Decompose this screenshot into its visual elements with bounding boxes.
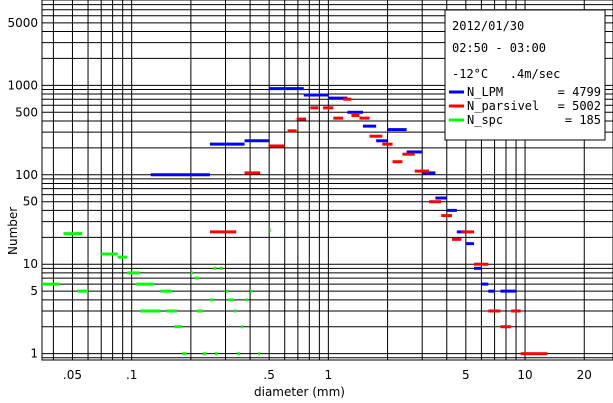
- y-tick-label: 10: [23, 257, 38, 271]
- x-tick-label: .5: [263, 368, 274, 382]
- y-tick-label: 1000: [7, 78, 38, 92]
- legend-series-count: = 4799: [558, 85, 601, 99]
- legend-series-count: = 185: [565, 113, 601, 127]
- x-tick-label: 5: [462, 368, 470, 382]
- x-tick-label: 10: [517, 368, 532, 382]
- legend-series-count: = 5002: [558, 99, 601, 113]
- y-tick-label: 50: [23, 195, 38, 209]
- data-series: [42, 87, 548, 356]
- series-n-spc: [42, 228, 271, 356]
- x-tick-label: .05: [63, 368, 82, 382]
- legend-series-name: N_LPM: [467, 85, 503, 99]
- series-n-parsivel: [209, 97, 548, 356]
- y-tick-label: 100: [15, 168, 38, 182]
- legend: 2012/01/30 02:50 - 03:00 -12°C .4m/sec N…: [444, 9, 606, 141]
- legend-entries: N_LPM = 4799 N_parsivel = 5002 N_spc = 185: [449, 85, 601, 127]
- x-tick-labels: .05 .1 .5 1 5 10 20: [63, 368, 592, 382]
- legend-series-name: N_parsivel: [467, 99, 539, 113]
- series-n-lpm: [150, 87, 517, 293]
- y-tick-labels: 1 5 10 50 100 500 1000 5000: [7, 16, 38, 361]
- x-tick-label: 20: [577, 368, 592, 382]
- legend-time-range: 02:50 - 03:00: [452, 41, 546, 55]
- y-tick-label: 5: [30, 284, 38, 298]
- legend-conditions: -12°C .4m/sec: [452, 67, 560, 81]
- y-tick-label: 1: [30, 347, 38, 361]
- legend-date: 2012/01/30: [452, 19, 524, 33]
- grid-lines: [42, 0, 613, 360]
- plot-frame: [41, 0, 613, 361]
- y-axis-label: Number: [6, 207, 20, 255]
- y-tick-label: 500: [15, 105, 38, 119]
- x-axis-label: diameter (mm): [254, 385, 345, 399]
- x-tick-label: .1: [126, 368, 137, 382]
- legend-series-name: N_spc: [467, 113, 503, 127]
- x-tick-label: 1: [325, 368, 333, 382]
- legend-box: [444, 9, 606, 141]
- y-tick-label: 5000: [7, 16, 38, 30]
